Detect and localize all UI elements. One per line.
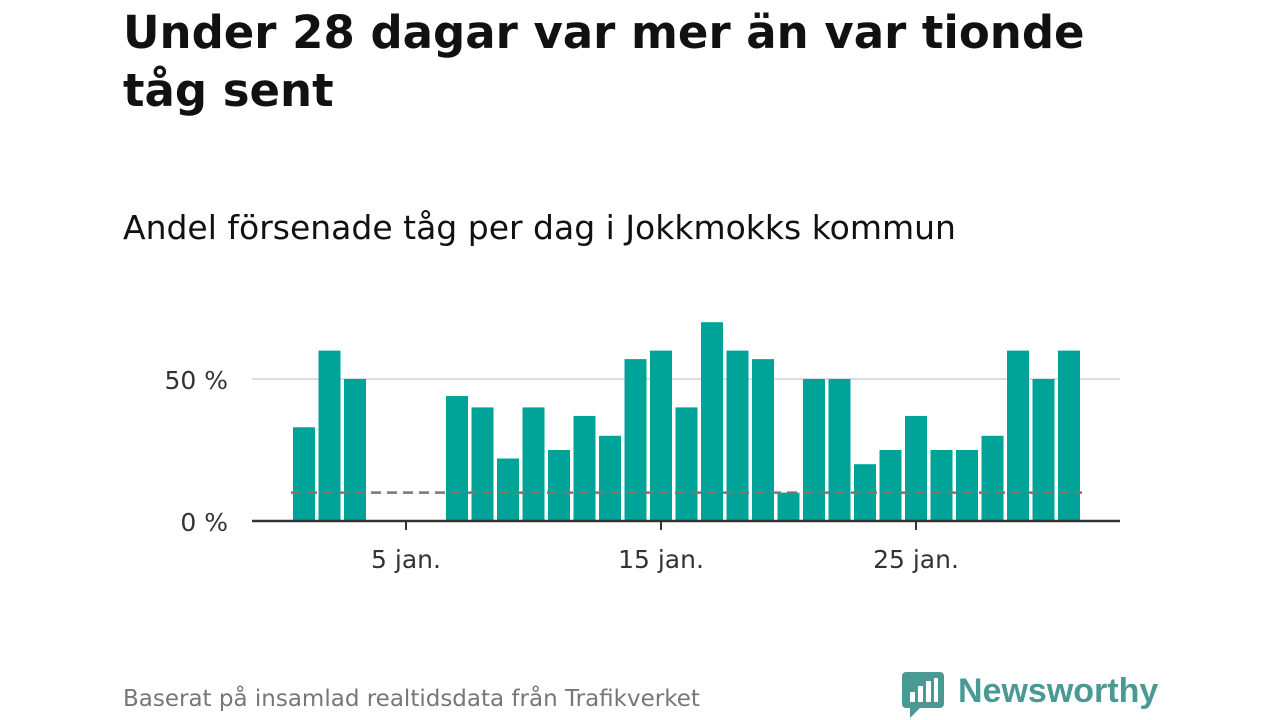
bar bbox=[318, 350, 341, 521]
bar bbox=[548, 450, 570, 521]
bar bbox=[701, 322, 723, 521]
bar bbox=[573, 415, 596, 521]
x-tick-label: 15 jan. bbox=[618, 545, 704, 574]
newsworthy-logo-icon bbox=[902, 672, 944, 718]
bar bbox=[726, 350, 749, 521]
source-note: Baserat på insamlad realtidsdata från Tr… bbox=[123, 686, 700, 712]
bar bbox=[446, 396, 468, 521]
y-tick-label: 50 % bbox=[164, 366, 228, 395]
chart-title: Under 28 dagar var mer än var tionde tåg… bbox=[123, 6, 1085, 117]
bar bbox=[879, 450, 902, 521]
bar bbox=[497, 458, 519, 521]
bar bbox=[471, 407, 494, 521]
y-tick-label: 0 % bbox=[180, 508, 228, 537]
bar bbox=[1032, 379, 1055, 521]
bar bbox=[650, 350, 672, 521]
bar bbox=[854, 464, 876, 521]
bar-chart: 0 % 50 % 5 jan. 15 jan. 25 jan. bbox=[164, 322, 1120, 574]
bars bbox=[293, 322, 1080, 521]
bar bbox=[956, 450, 978, 521]
x-tick-label: 25 jan. bbox=[873, 545, 959, 574]
bar bbox=[522, 407, 545, 521]
chart-subtitle: Andel försenade tåg per dag i Jokkmokks … bbox=[123, 208, 956, 247]
x-tick-label: 5 jan. bbox=[371, 545, 441, 574]
bar bbox=[675, 407, 698, 521]
axes: 0 % 50 % 5 jan. 15 jan. 25 jan. bbox=[164, 366, 1120, 574]
bar bbox=[905, 415, 927, 521]
bar bbox=[599, 435, 621, 521]
bar bbox=[981, 435, 1004, 521]
bar bbox=[777, 492, 800, 521]
bar bbox=[1058, 350, 1080, 521]
bar bbox=[803, 379, 825, 521]
bar bbox=[828, 379, 851, 521]
bar bbox=[1007, 350, 1029, 521]
bar bbox=[293, 427, 315, 521]
bar bbox=[752, 359, 774, 521]
bar bbox=[930, 450, 953, 521]
brand-name: Newsworthy bbox=[958, 672, 1159, 710]
bar bbox=[344, 379, 366, 521]
bar bbox=[624, 359, 647, 521]
